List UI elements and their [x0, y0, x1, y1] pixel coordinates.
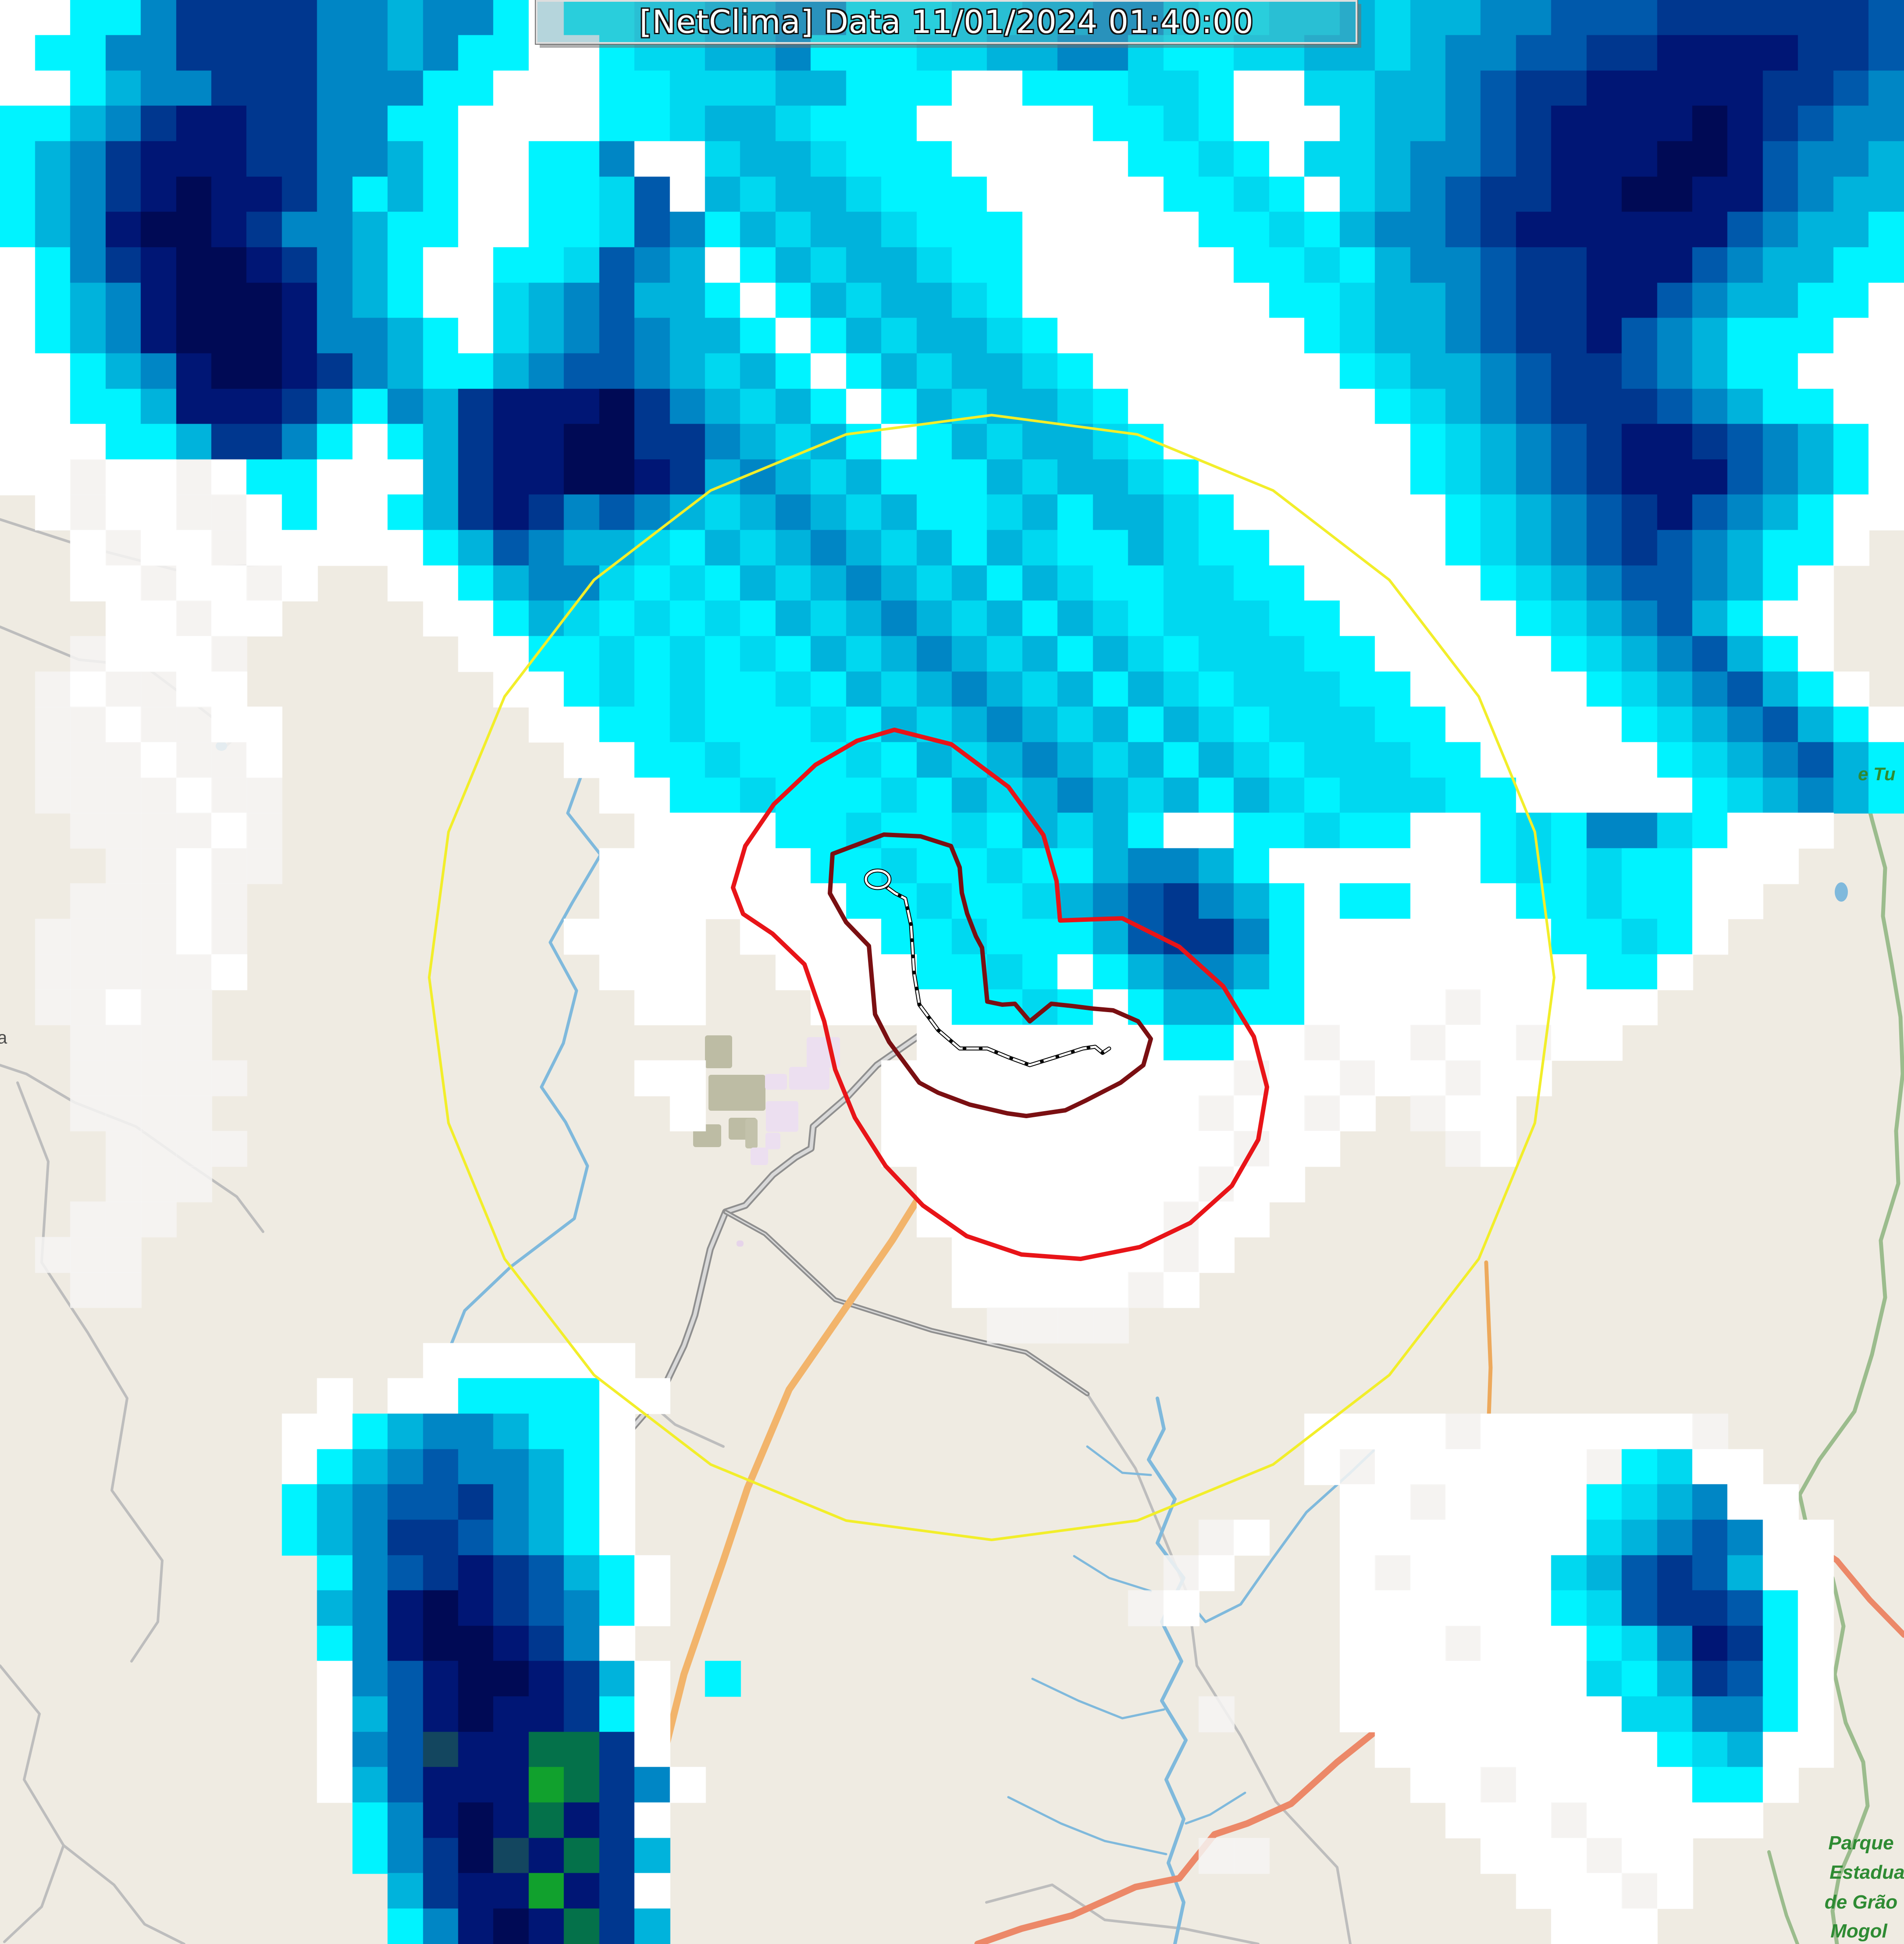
map-label: de Grão	[1824, 1891, 1898, 1913]
title-bar: [NetClima] Data 11/01/2024 01:40:00	[536, 0, 1357, 44]
range-ring	[428, 414, 1555, 1541]
map-label: Mogol	[1830, 1920, 1887, 1942]
mine-track-fill	[884, 885, 1110, 1066]
mine-track-loop	[865, 869, 891, 889]
mine-track-casing	[883, 884, 1111, 1067]
impact-contour-outer	[731, 728, 1269, 1261]
title-bar-text: [NetClima] Data 11/01/2024 01:40:00	[639, 4, 1254, 40]
map-label: e Tu	[1858, 764, 1896, 784]
impact-contour-inner	[828, 832, 1153, 1118]
map-label: Parque	[1828, 1832, 1894, 1854]
map-label: a	[0, 1028, 7, 1048]
map-label: Estadual	[1829, 1862, 1904, 1883]
mine-track-ties	[884, 885, 1110, 1066]
